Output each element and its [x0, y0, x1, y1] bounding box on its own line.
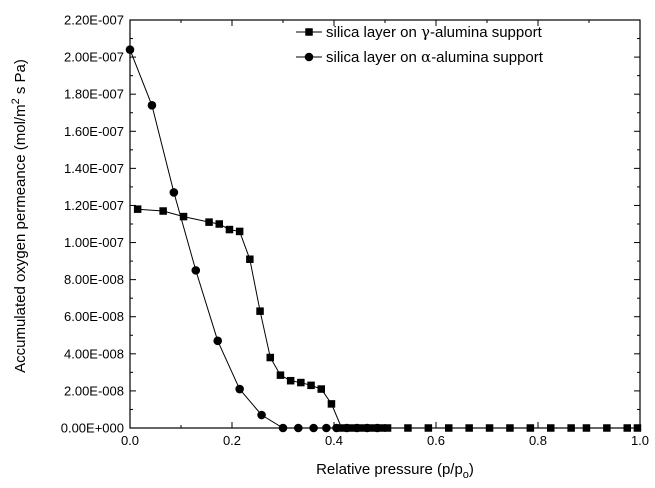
- legend-label: silica layer on α-alumina support: [326, 48, 544, 66]
- data-point-square: [159, 207, 167, 215]
- data-point-square: [133, 205, 142, 213]
- y-tick-label: 2.20E-007: [64, 13, 124, 28]
- y-axis-title: Accumulated oxygen permeance (mol/m2 s P…: [10, 59, 29, 373]
- data-point-circle: [191, 266, 201, 275]
- x-tick-label: 0.6: [427, 433, 445, 448]
- data-point-circle: [294, 423, 303, 433]
- data-point-square: [465, 424, 473, 432]
- x-axis-title-subscript: o: [463, 469, 469, 481]
- data-point-square: [286, 376, 295, 385]
- y-tick-label: 1.80E-007: [64, 87, 124, 102]
- y-tick-label: 4.00E-008: [64, 346, 124, 361]
- data-point-square: [276, 371, 285, 379]
- data-point-circle: [332, 423, 341, 433]
- data-point-square: [235, 227, 244, 236]
- data-point-square: [424, 424, 433, 432]
- data-point-square: [526, 424, 535, 432]
- data-point-square: [215, 220, 223, 228]
- data-point-square: [567, 424, 575, 432]
- y-tick-label: 1.40E-007: [64, 161, 124, 176]
- data-point-square: [547, 424, 555, 432]
- data-point-square: [603, 424, 611, 432]
- x-tick-label: 0.8: [529, 433, 547, 448]
- legend-label-prefix: silica layer on: [326, 49, 421, 66]
- data-point-square: [623, 424, 631, 432]
- data-point-square: [383, 424, 392, 432]
- y-tick-label: 1.00E-007: [64, 235, 124, 250]
- data-point-circle: [322, 423, 331, 433]
- data-point-circle: [125, 45, 135, 54]
- data-point-square: [327, 400, 336, 408]
- series-line: [137, 208, 638, 429]
- data-point-circle: [213, 336, 223, 346]
- x-axis-title-close: ): [469, 461, 474, 478]
- legend: silica layer on γ-alumina supportsilica …: [296, 23, 544, 66]
- legend-marker-circle: [304, 52, 314, 62]
- legend-marker-square: [305, 28, 313, 36]
- data-point-circle: [147, 101, 157, 110]
- data-point-circle: [352, 423, 362, 433]
- y-tick-label: 0.00E+000: [61, 421, 124, 436]
- legend-label-prefix: silica layer on: [326, 24, 421, 41]
- data-point-square: [256, 307, 264, 315]
- y-tick-label: 2.00E-008: [64, 383, 124, 398]
- y-tick-label: 1.20E-007: [64, 198, 124, 213]
- data-point-square: [205, 218, 213, 226]
- data-point-square: [485, 424, 494, 432]
- x-tick-label: 1.0: [631, 433, 649, 448]
- legend-label-suffix: -alumina support: [431, 49, 544, 66]
- axes: 0.0 0.2 0.4 0.6 0.8 1.0 0.00E+000 2.00E-008 4.00…: [10, 13, 649, 482]
- x-tick-label: 0.0: [121, 433, 139, 448]
- data-point-square: [307, 381, 315, 390]
- legend-label-suffix: -alumina support: [430, 24, 543, 41]
- data-point-square: [378, 424, 387, 432]
- data-point-circle: [309, 423, 318, 433]
- series-group: [125, 45, 642, 433]
- x-axis-title-main: Relative pressure (p/p: [316, 461, 463, 478]
- data-point-square: [297, 378, 305, 387]
- legend-label: silica layer on γ-alumina support: [326, 23, 543, 41]
- series-square: [133, 205, 642, 432]
- y-tick-label: 8.00E-008: [64, 272, 124, 287]
- series-line: [129, 49, 378, 429]
- y-tick-label: 6.00E-008: [64, 309, 124, 324]
- data-point-square: [225, 225, 234, 234]
- legend-entry: silica layer on γ-alumina support: [296, 23, 543, 41]
- data-point-circle: [257, 410, 266, 420]
- data-point-square: [633, 424, 642, 432]
- data-point-square: [179, 212, 188, 221]
- x-tick-label: 0.4: [325, 433, 343, 448]
- data-point-square: [266, 353, 274, 362]
- data-point-circle: [342, 423, 352, 433]
- legend-entry: silica layer on α-alumina support: [296, 48, 544, 66]
- y-tick-label: 2.00E-007: [64, 50, 124, 65]
- legend-label-symbol: α: [421, 48, 431, 66]
- data-point-square: [317, 385, 325, 393]
- data-point-circle: [278, 423, 288, 433]
- y-axis-title-tail: s Pa): [12, 59, 29, 98]
- data-point-square: [246, 255, 254, 263]
- data-point-square: [404, 424, 412, 432]
- data-point-circle: [362, 423, 372, 433]
- x-axis-title: Relative pressure (p/po): [316, 461, 474, 481]
- y-axis-title-main: Accumulated oxygen permeance (mol/m: [12, 104, 29, 372]
- y-tick-label: 1.60E-007: [64, 124, 124, 139]
- data-point-square: [506, 424, 514, 432]
- data-point-circle: [373, 423, 382, 433]
- y-axis-title-superscript: 2: [10, 98, 22, 104]
- x-tick-label: 0.2: [223, 433, 241, 448]
- data-point-square: [445, 424, 453, 432]
- data-point-square: [582, 424, 591, 432]
- legend-label-symbol: γ: [421, 23, 430, 41]
- data-point-circle: [235, 384, 244, 394]
- data-point-circle: [169, 188, 179, 197]
- series-circle: [125, 45, 382, 433]
